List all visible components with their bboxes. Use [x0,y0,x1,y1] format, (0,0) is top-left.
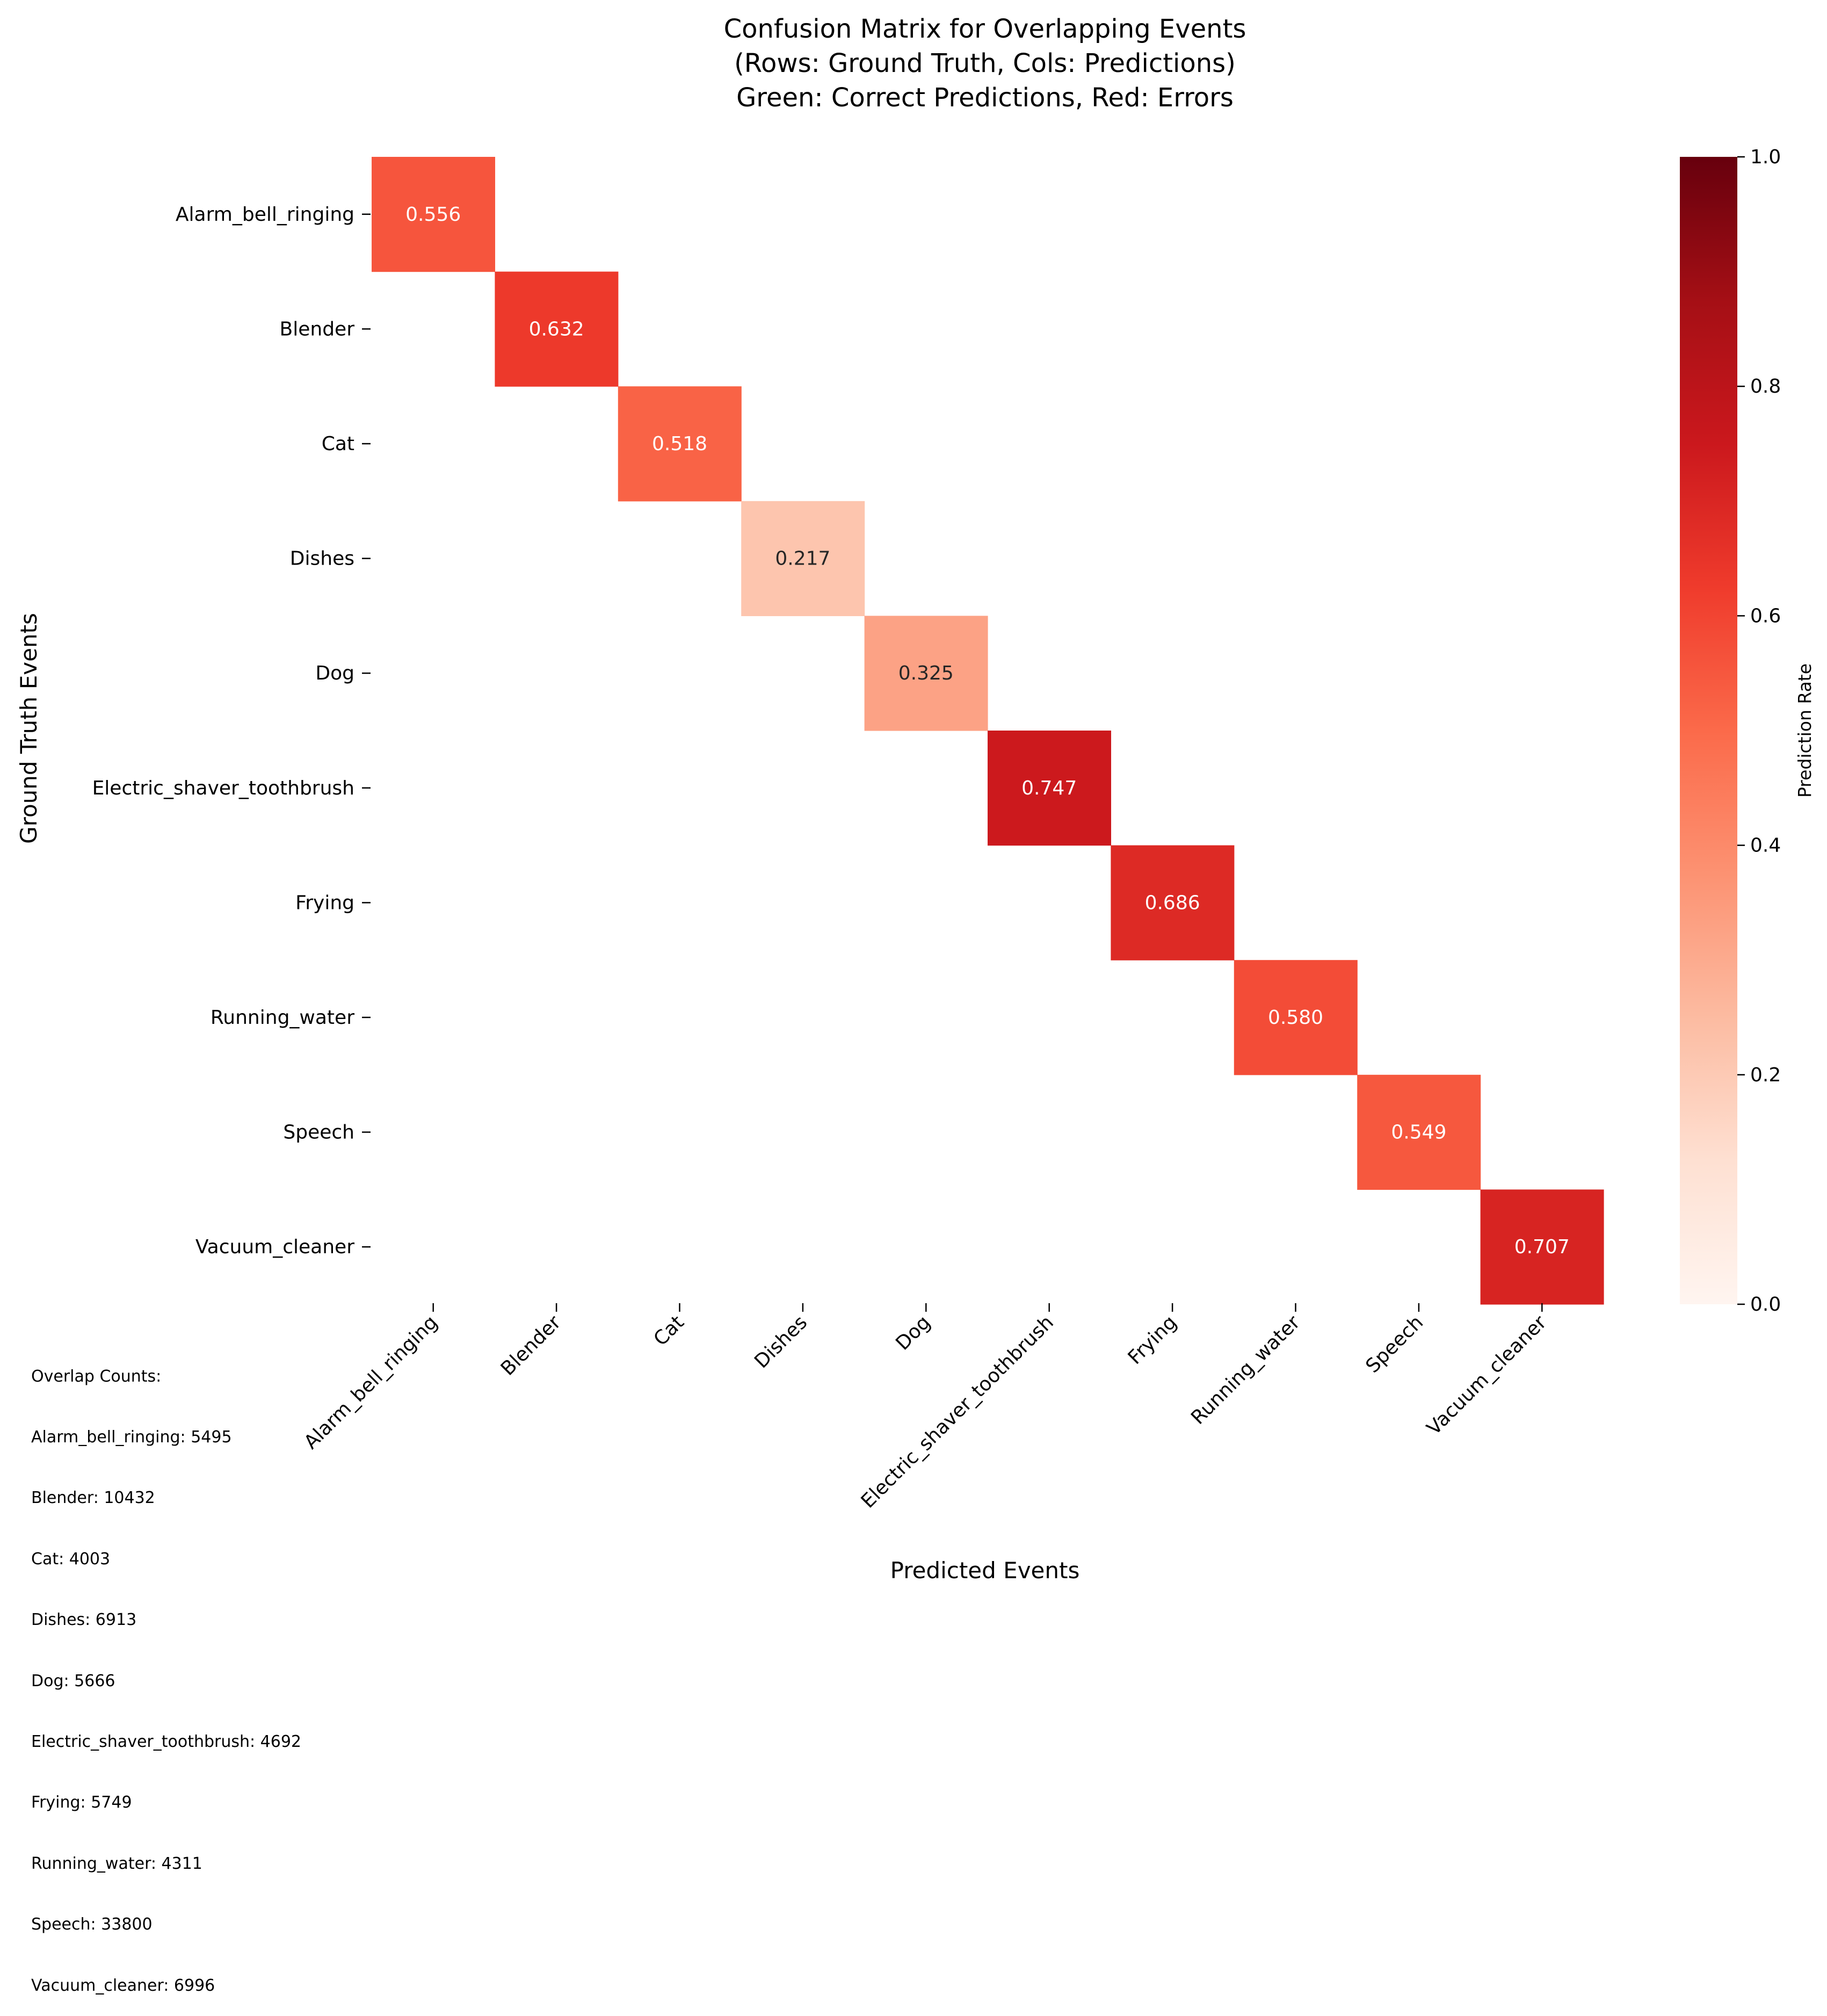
overlap-count-item: Vacuum_cleaner: 6996 [31,1976,215,1995]
overlap-count-item: Running_water: 4311 [31,1854,202,1873]
cell-value-label: 0.747 [1021,777,1077,799]
x-tick-label: Frying [1124,1311,1181,1369]
overlap-count-item: Blender: 10432 [31,1488,155,1508]
x-tick-label: Alarm_bell_ringing [300,1311,443,1454]
overlap-count-item: Dog: 5666 [31,1671,115,1690]
colorbar-tick-label: 0.6 [1750,605,1781,627]
cell-value-label: 0.632 [529,318,584,340]
heatmap-cells: 0.556 0.632 0.518 0.217 0.325 0.747 0.686 0.580… [372,157,1604,1305]
x-tick-label: Dishes [750,1311,811,1372]
overlap-counts-box: Overlap Counts: Alarm_bell_ringing: 5495… [31,1326,301,2016]
heatmap-cell [1480,1189,1604,1305]
heatmap-cell [495,271,619,387]
x-tick-labels: Alarm_bell_ringing Blender Cat Dishes DogEle… [300,1303,1551,1513]
colorbar: 0.0 0.2 0.4 0.6 0.8 1.0 Prediction Rate [1680,146,1815,1316]
heatmap-cell [1357,1074,1481,1190]
x-tick-label: Vacuum_cleaner [1423,1311,1551,1440]
overlap-count-item: Dishes: 6913 [31,1610,137,1630]
overlap-count-item: Alarm_bell_ringing: 5495 [31,1427,232,1447]
y-tick-label: Dishes [290,548,354,570]
colorbar-label: Prediction Rate [1794,663,1815,798]
y-tick-label: Alarm_bell_ringing [176,204,354,226]
colorbar-tick-label: 0.4 [1750,835,1781,857]
y-tick-label: Running_water [211,1007,354,1029]
y-tick-label: Electric_shaver_toothbrush [92,777,354,799]
y-axis-label: Ground Truth Events [16,613,42,844]
cell-value-label: 0.556 [405,204,461,226]
colorbar-tick-label: 0.0 [1750,1294,1781,1316]
x-tick-label: Blender [497,1311,566,1380]
x-axis-label: Predicted Events [890,1557,1080,1584]
overlap-count-item: Cat: 4003 [31,1549,111,1569]
cell-value-label: 0.518 [652,433,707,455]
chart-title: Confusion Matrix for Overlapping Events … [724,14,1246,113]
title-line-2: (Rows: Ground Truth, Cols: Predictions) [734,48,1236,78]
y-tick-labels: Alarm_bell_ringing Blender Cat Dishes Dog Ele… [92,204,371,1258]
cell-value-label: 0.325 [898,662,954,684]
colorbar-tick-label: 1.0 [1750,146,1781,168]
heatmap-cell [372,157,495,272]
heatmap-cell [741,501,865,616]
heatmap-cell [1234,960,1358,1075]
overlap-counts-title: Overlap Counts: [31,1367,162,1386]
title-line-3: Green: Correct Predictions, Red: Errors [736,83,1234,113]
x-tick-label: Electric_shaver_toothbrush [857,1311,1058,1512]
title-line-1: Confusion Matrix for Overlapping Events [724,14,1246,44]
x-tick-label: Dog [891,1311,934,1354]
colorbar-tick-label: 0.2 [1750,1064,1781,1086]
cell-value-label: 0.217 [775,548,830,570]
overlap-count-item: Electric_shaver_toothbrush: 4692 [31,1732,302,1751]
y-tick-label: Speech [283,1122,354,1144]
colorbar-gradient [1680,157,1737,1304]
y-tick-label: Dog [315,662,354,684]
heatmap-cell [618,386,742,502]
heatmap-cell [864,616,988,731]
x-tick-label: Running_water [1187,1311,1304,1429]
colorbar-tick-label: 0.8 [1750,375,1781,398]
cell-value-label: 0.549 [1391,1122,1446,1144]
confusion-matrix-chart: Confusion Matrix for Overlapping Events … [16,14,1815,1584]
x-tick-label: Cat [650,1311,688,1350]
colorbar-ticks: 0.0 0.2 0.4 0.6 0.8 1.0 [1737,146,1781,1316]
overlap-count-item: Speech: 33800 [31,1915,153,1934]
heatmap-cell [1111,845,1235,960]
overlap-count-item: Frying: 5749 [31,1793,132,1812]
y-tick-label: Cat [322,433,354,455]
y-tick-label: Vacuum_cleaner [195,1236,354,1258]
y-tick-label: Frying [295,892,354,914]
cell-value-label: 0.580 [1268,1007,1323,1029]
cell-value-label: 0.686 [1145,892,1200,914]
x-tick-label: Speech [1362,1311,1428,1377]
cell-value-label: 0.707 [1514,1236,1570,1258]
y-tick-label: Blender [280,318,355,340]
heatmap-cell [988,731,1111,846]
